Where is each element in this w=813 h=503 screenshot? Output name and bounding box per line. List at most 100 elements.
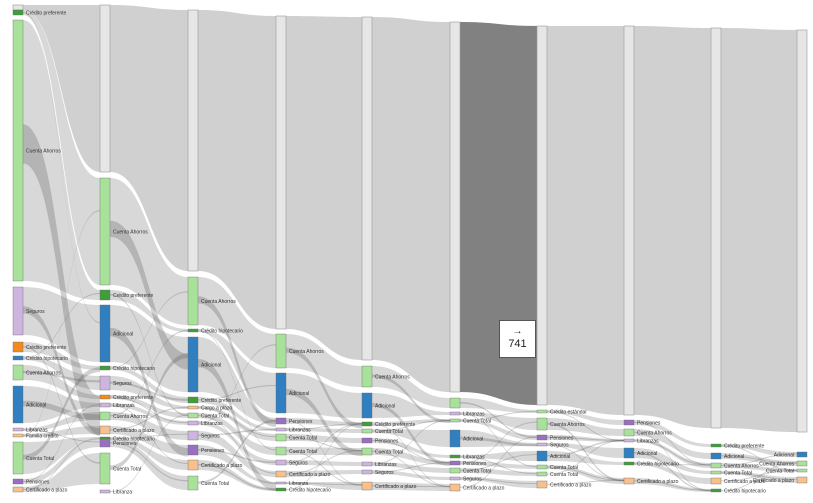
link-4-2[interactable] <box>372 419 450 426</box>
link-8-2[interactable] <box>721 463 797 472</box>
link-4-3[interactable] <box>372 429 450 447</box>
node-2-2[interactable] <box>187 336 199 393</box>
link-4-7[interactable] <box>372 470 450 480</box>
node-3-8[interactable] <box>275 481 287 485</box>
node-4-4[interactable] <box>361 437 373 444</box>
node-5-8[interactable] <box>449 483 461 492</box>
node-0-1[interactable] <box>12 19 24 282</box>
node-7-2[interactable] <box>623 438 635 443</box>
node-1-1[interactable] <box>99 289 111 301</box>
link-5-2[interactable] <box>460 419 537 440</box>
node-8-4[interactable] <box>710 477 722 485</box>
node-1-5[interactable] <box>99 394 111 400</box>
node-6-6[interactable] <box>536 471 548 477</box>
link-8-main[interactable] <box>721 28 797 432</box>
node-9-1[interactable] <box>796 460 808 467</box>
link-0-2[interactable] <box>23 287 100 362</box>
link-2-2[interactable] <box>198 337 276 424</box>
link-7-1[interactable] <box>634 429 711 459</box>
link-8-3[interactable] <box>721 471 797 483</box>
node-1-0[interactable] <box>99 177 111 286</box>
link-1-10[interactable] <box>110 439 188 490</box>
node-9-0[interactable] <box>796 451 808 458</box>
link-5-5[interactable] <box>460 461 537 469</box>
link-8-0[interactable] <box>721 444 797 457</box>
link-0-7[interactable] <box>23 412 100 431</box>
link-3-3[interactable] <box>286 428 362 433</box>
link-1-9[interactable] <box>110 437 188 470</box>
link-1-5[interactable] <box>110 395 188 418</box>
link-1-0[interactable] <box>110 178 188 325</box>
link-2-3[interactable] <box>198 397 276 431</box>
node-5-6[interactable] <box>449 467 461 474</box>
node-6-4[interactable] <box>536 450 548 462</box>
link-0-main[interactable] <box>23 5 100 172</box>
node-5-4[interactable] <box>449 454 461 459</box>
link-5-4[interactable] <box>460 451 537 461</box>
link-1-6[interactable] <box>110 403 188 425</box>
node-5-3[interactable] <box>449 429 461 448</box>
link-6-1[interactable] <box>547 418 624 436</box>
node-8-1[interactable] <box>710 452 722 460</box>
link-2-9[interactable] <box>198 460 276 491</box>
node-0-6[interactable] <box>12 385 24 424</box>
node-0-10[interactable] <box>12 478 24 485</box>
node-3-9[interactable] <box>275 487 287 492</box>
link-3-main[interactable] <box>286 16 362 360</box>
node-0-7[interactable] <box>12 427 24 432</box>
node-7-5[interactable] <box>623 477 635 485</box>
link-5-6[interactable] <box>460 468 537 476</box>
node-3-4[interactable] <box>275 433 287 442</box>
node-0-3[interactable] <box>12 341 24 353</box>
link-0-9[interactable] <box>23 437 100 474</box>
link-5-0[interactable] <box>460 398 537 413</box>
node-2-10[interactable] <box>187 475 199 491</box>
node-3-6[interactable] <box>275 459 287 466</box>
node-1-8[interactable] <box>99 425 111 435</box>
link-3-1[interactable] <box>286 373 362 418</box>
link-7-5[interactable] <box>634 478 711 492</box>
link-2-main[interactable] <box>198 10 276 329</box>
node-7-1[interactable] <box>623 428 635 437</box>
node-5-7[interactable] <box>449 476 461 481</box>
node-0-2[interactable] <box>12 286 24 336</box>
node-1-4[interactable] <box>99 375 111 391</box>
link-4-main[interactable] <box>372 17 450 392</box>
node-0-5[interactable] <box>12 364 24 381</box>
link-1-7[interactable] <box>110 412 188 440</box>
node-8-0[interactable] <box>710 443 722 448</box>
link-6-5[interactable] <box>547 465 624 484</box>
link-0-5[interactable] <box>23 365 100 399</box>
node-1-3[interactable] <box>99 365 111 371</box>
link-7-0[interactable] <box>634 420 711 447</box>
node-3-0[interactable] <box>275 333 287 369</box>
link-1-8[interactable] <box>110 426 188 455</box>
node-1-11[interactable] <box>99 452 111 485</box>
link-2-0[interactable] <box>198 277 276 368</box>
node-0-9[interactable] <box>12 441 24 475</box>
node-6-3[interactable] <box>536 442 548 447</box>
column-bar-2[interactable] <box>187 9 199 272</box>
node-4-1[interactable] <box>361 392 373 419</box>
node-0-0[interactable] <box>12 9 24 16</box>
column-bar-1[interactable] <box>99 4 111 173</box>
node-9-2[interactable] <box>796 468 808 473</box>
node-4-2[interactable] <box>361 421 373 427</box>
link-1-4[interactable] <box>110 376 188 409</box>
node-2-9[interactable] <box>187 459 199 471</box>
node-2-4[interactable] <box>187 405 199 410</box>
node-4-3[interactable] <box>361 428 373 434</box>
link-4-8[interactable] <box>372 482 450 491</box>
link-6-3[interactable] <box>547 443 624 458</box>
link-5-3[interactable] <box>460 430 537 447</box>
node-6-0[interactable] <box>536 409 548 414</box>
node-4-8[interactable] <box>361 481 373 491</box>
link-1-1[interactable] <box>110 290 188 332</box>
link-0-10[interactable] <box>23 439 100 484</box>
link-2-8[interactable] <box>198 445 276 484</box>
link-6-0[interactable] <box>547 410 624 425</box>
column-bar-4[interactable] <box>361 16 373 361</box>
node-8-3[interactable] <box>710 470 722 475</box>
link-4-0[interactable] <box>372 366 450 408</box>
node-7-4[interactable] <box>623 461 635 466</box>
